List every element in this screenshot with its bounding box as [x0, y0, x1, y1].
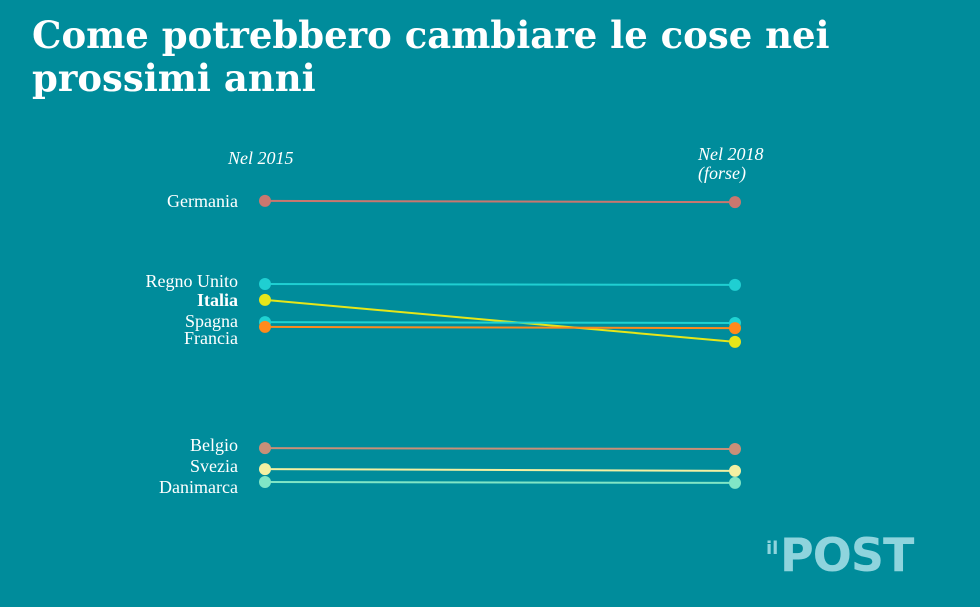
logo-prefix: il: [766, 538, 779, 559]
country-label: Spagna: [185, 311, 238, 331]
point-2018: [729, 335, 741, 348]
country-label: Francia: [184, 328, 238, 348]
country-label: Belgio: [190, 435, 238, 455]
slope-line: [264, 199, 736, 204]
slope-line: [264, 283, 736, 286]
point-2015: [259, 293, 271, 306]
point-2018: [729, 476, 741, 489]
point-2015: [259, 320, 271, 333]
point-2015: [259, 476, 271, 488]
country-label: Danimarca: [159, 477, 238, 497]
country-label: Svezia: [190, 456, 238, 476]
country-label: Germania: [167, 191, 238, 211]
point-2015: [259, 278, 271, 290]
column-header: Nel 2018: [697, 144, 764, 164]
country-label: Italia: [197, 290, 238, 310]
slope-line: [264, 325, 736, 330]
country-label: Regno Unito: [146, 271, 239, 291]
point-2018: [729, 322, 741, 335]
point-2015: [259, 194, 271, 207]
point-2015: [259, 463, 271, 476]
chart-title: Come potrebbero cambiare le cose nei pro…: [32, 13, 830, 100]
column-header: Nel 2015: [227, 148, 294, 168]
slope-line: [264, 321, 736, 324]
point-2018: [729, 278, 741, 291]
point-2015: [259, 442, 271, 455]
column-header: (forse): [698, 163, 746, 184]
slope-line: [264, 447, 736, 450]
slope-line: [264, 481, 736, 484]
slope-line: [264, 468, 736, 472]
point-2018: [729, 443, 741, 455]
point-2018: [729, 464, 741, 477]
point-2018: [729, 196, 741, 209]
logo-name: POST: [780, 528, 914, 582]
slope-line: [264, 298, 736, 343]
